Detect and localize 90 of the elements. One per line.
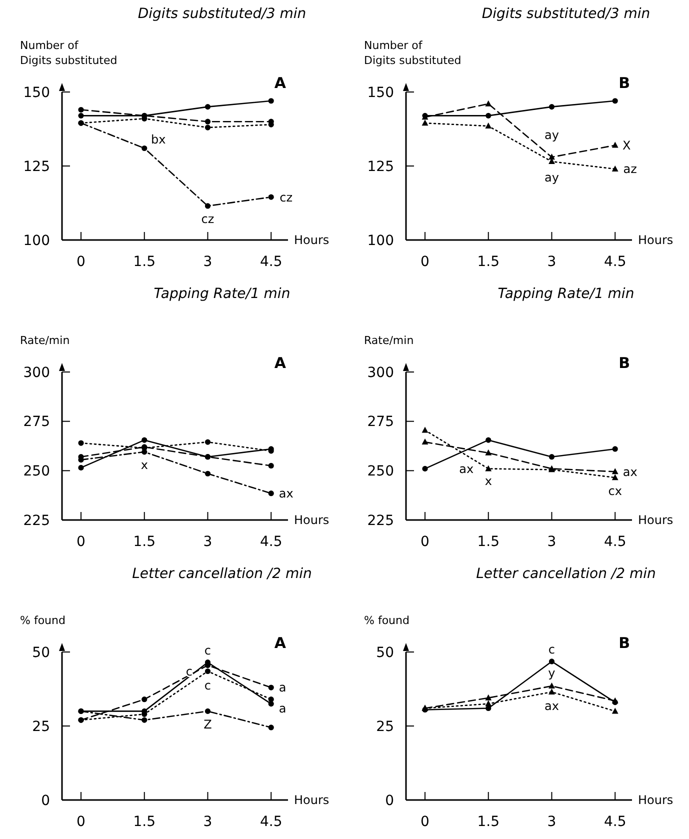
x-tick-label: 3 (547, 814, 556, 830)
x-tick-label: 3 (203, 534, 212, 550)
y-tick-label: 150 (23, 84, 50, 101)
x-tick-label: 1.5 (477, 254, 500, 270)
chart-title: Letter cancellation /2 min (476, 566, 656, 582)
x-tick-label: 0 (420, 814, 430, 830)
x-tick-label: 3 (203, 254, 212, 270)
y-axis-title: Rate/min (364, 334, 414, 347)
annotation: c (204, 644, 212, 658)
x-axis-title: Hours (294, 513, 330, 528)
x-tick-label: 3 (203, 814, 212, 830)
x-tick-label: 1.5 (133, 814, 156, 830)
y-tick-label: 225 (367, 512, 394, 529)
annotation: cz (280, 190, 293, 204)
y-tick-label: 100 (23, 232, 50, 249)
x-tick-label: 0 (76, 814, 86, 830)
x-tick-label: 4.5 (604, 534, 626, 550)
annotation: c (204, 678, 212, 693)
y-tick-label: 50 (376, 644, 394, 661)
text: A (274, 354, 286, 372)
x-tick-label: 4.5 (260, 254, 282, 270)
y-tick-label: 300 (23, 364, 50, 381)
y-tick-label: 300 (367, 364, 394, 381)
annotation: B (618, 634, 630, 652)
x-tick-label: 0 (420, 534, 430, 550)
annotation: ay (544, 128, 559, 142)
y-tick-label: 25 (32, 718, 50, 735)
x-tick-label: 1.5 (133, 254, 156, 270)
chart-title: Letter cancellation /2 min (132, 566, 312, 582)
annotation: Z (204, 717, 212, 732)
annotation: ax (459, 462, 474, 476)
annotation: c (186, 664, 193, 678)
annotation: ax (544, 699, 559, 714)
y-tick-label: 150 (367, 84, 394, 101)
y-tick-label: 50 (32, 644, 50, 661)
y-tick-label: 125 (367, 158, 394, 175)
chart-title: Digits substituted/3 min (138, 6, 306, 22)
y-tick-label: 0 (41, 792, 50, 809)
x-tick-label: 4.5 (604, 814, 626, 830)
x-tick-label: 1.5 (477, 534, 500, 550)
x-tick-label: 0 (420, 254, 430, 270)
x-tick-label: 1.5 (477, 814, 500, 830)
x-axis-title: Hours (638, 513, 674, 528)
annotation: y (548, 666, 556, 680)
x-tick-label: 1.5 (133, 534, 156, 550)
x-axis-title: Hours (638, 233, 674, 248)
x-tick-label: 0 (76, 534, 86, 550)
y-tick-label: 25 (376, 718, 394, 735)
y-tick-label: 0 (385, 792, 394, 809)
annotation: az (623, 162, 637, 176)
chart-title: Tapping Rate/1 min (498, 286, 634, 302)
y-tick-label: 125 (23, 158, 50, 175)
y-tick-label: 250 (367, 464, 394, 480)
text: B (618, 354, 630, 372)
annotation: ay (544, 170, 559, 184)
x-tick-label: 0 (76, 254, 86, 270)
annotation: A (274, 74, 286, 92)
x-axis-title: Hours (294, 793, 330, 808)
y-axis-title: % found (364, 614, 410, 627)
annotation: X (622, 138, 631, 152)
y-axis-title: Rate/min (20, 334, 70, 347)
y-tick-label: 275 (367, 414, 394, 430)
x-axis-title: Hours (638, 793, 674, 808)
annotation: cz (201, 212, 214, 226)
x-tick-label: 3 (547, 254, 556, 270)
x-tick-label: 4.5 (260, 534, 282, 550)
annotation: x (140, 458, 148, 472)
x-tick-label: 3 (547, 534, 556, 550)
annotation: A (274, 634, 286, 652)
y-tick-label: 100 (367, 232, 394, 249)
y-axis-title: Number of Digits substituted (20, 39, 118, 67)
annotation: x (484, 474, 492, 488)
chart-title: Tapping Rate/1 min (154, 286, 290, 302)
annotation: a (278, 680, 286, 695)
y-axis-title: Number of Digits substituted (364, 39, 462, 67)
y-tick-label: 275 (23, 414, 50, 430)
y-axis-title: % found (20, 614, 66, 627)
annotation: B (618, 74, 630, 92)
y-tick-label: 250 (23, 464, 50, 480)
x-tick-label: 4.5 (604, 254, 626, 270)
chart-title: Digits substituted/3 min (482, 6, 650, 22)
annotation: bx (151, 132, 166, 146)
annotation: cx (608, 484, 622, 498)
annotation: ax (622, 464, 638, 479)
y-tick-label: 225 (23, 512, 50, 529)
annotation: ax (278, 486, 294, 501)
x-tick-label: 4.5 (260, 814, 282, 830)
annotation: c (548, 642, 556, 657)
annotation: a (278, 702, 286, 716)
x-axis-title: Hours (294, 233, 330, 248)
